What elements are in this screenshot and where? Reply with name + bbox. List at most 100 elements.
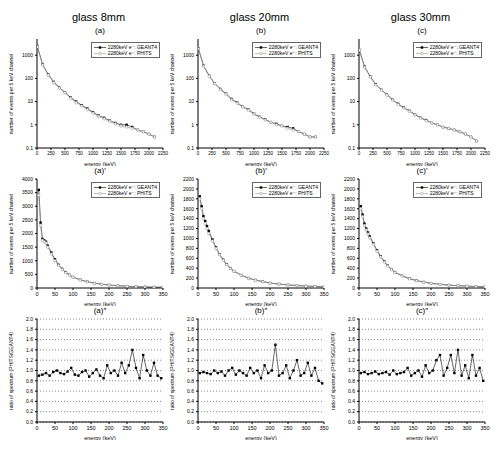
svg-text:1.6: 1.6	[348, 336, 355, 342]
svg-text:0.4: 0.4	[187, 398, 194, 404]
svg-text:200: 200	[265, 425, 274, 431]
svg-text:1: 1	[352, 122, 355, 128]
svg-text:50: 50	[374, 291, 380, 297]
svg-text:0.0: 0.0	[187, 419, 194, 425]
svg-text:300: 300	[140, 291, 149, 297]
svg-text:0.2: 0.2	[348, 408, 355, 414]
svg-text:500: 500	[222, 151, 230, 156]
svg-text:4000: 4000	[22, 176, 33, 182]
svg-text:1750: 1750	[130, 151, 141, 156]
svg-text:energy (keV): energy (keV)	[245, 301, 277, 306]
svg-text:energy (keV): energy (keV)	[84, 435, 116, 440]
svg-text:energy (keV): energy (keV)	[245, 161, 277, 166]
svg-text:1600: 1600	[344, 206, 355, 212]
svg-text:1800: 1800	[344, 196, 355, 202]
svg-text:200: 200	[426, 425, 435, 431]
svg-text:250: 250	[444, 425, 453, 431]
svg-text:2500: 2500	[22, 217, 33, 223]
svg-text:500: 500	[61, 151, 69, 156]
svg-text:1.8: 1.8	[26, 326, 33, 332]
svg-text:2200: 2200	[183, 176, 194, 182]
svg-text:800: 800	[347, 245, 356, 251]
svg-text:350: 350	[319, 425, 328, 431]
svg-text:0.1: 0.1	[348, 145, 355, 151]
svg-text:100: 100	[25, 75, 34, 81]
svg-text:1000: 1000	[249, 151, 260, 156]
svg-text:0: 0	[30, 285, 33, 291]
svg-text:1500: 1500	[438, 151, 449, 156]
svg-text:1000: 1000	[22, 258, 33, 264]
svg-text:2.0: 2.0	[348, 316, 355, 322]
svg-text:1.4: 1.4	[187, 347, 194, 353]
svg-text:300: 300	[462, 425, 471, 431]
svg-text:150: 150	[86, 291, 95, 297]
svg-text:100: 100	[186, 75, 195, 81]
svg-text:1250: 1250	[424, 151, 435, 156]
svg-text:0: 0	[35, 291, 38, 297]
svg-text:100: 100	[390, 425, 399, 431]
svg-text:750: 750	[236, 151, 244, 156]
svg-text:50: 50	[374, 425, 380, 431]
svg-text:350: 350	[158, 425, 167, 431]
svg-text:250: 250	[283, 425, 292, 431]
svg-text:250: 250	[122, 291, 131, 297]
svg-text:1750: 1750	[452, 151, 463, 156]
svg-text:0.8: 0.8	[348, 378, 355, 384]
svg-text:100: 100	[229, 291, 238, 297]
svg-text:0: 0	[357, 425, 360, 431]
svg-text:50: 50	[52, 425, 58, 431]
svg-text:250: 250	[47, 151, 55, 156]
svg-text:800: 800	[186, 245, 195, 251]
svg-text:150: 150	[247, 425, 256, 431]
svg-text:100: 100	[229, 425, 238, 431]
svg-text:50: 50	[213, 425, 219, 431]
svg-text:250: 250	[122, 425, 131, 431]
svg-text:400: 400	[347, 265, 356, 271]
svg-text:150: 150	[86, 425, 95, 431]
svg-text:500: 500	[25, 271, 34, 277]
svg-text:energy (keV): energy (keV)	[406, 301, 438, 306]
svg-text:0: 0	[358, 151, 361, 156]
svg-text:2000: 2000	[183, 186, 194, 192]
svg-text:750: 750	[397, 151, 405, 156]
svg-text:0.0: 0.0	[348, 419, 355, 425]
svg-text:300: 300	[301, 425, 310, 431]
svg-text:250: 250	[208, 151, 216, 156]
svg-text:energy (keV): energy (keV)	[245, 435, 277, 440]
svg-text:1.0: 1.0	[26, 367, 33, 373]
svg-text:150: 150	[408, 425, 417, 431]
svg-text:0: 0	[35, 425, 38, 431]
svg-text:10: 10	[188, 98, 194, 104]
svg-text:200: 200	[426, 291, 435, 297]
svg-text:350: 350	[319, 291, 328, 297]
svg-text:1.8: 1.8	[187, 326, 194, 332]
svg-text:2000: 2000	[144, 151, 155, 156]
svg-text:750: 750	[75, 151, 83, 156]
svg-text:1.0: 1.0	[187, 367, 194, 373]
svg-text:0.6: 0.6	[348, 388, 355, 394]
svg-text:1000: 1000	[183, 52, 194, 58]
svg-text:350: 350	[480, 425, 489, 431]
svg-text:1500: 1500	[116, 151, 127, 156]
svg-text:0: 0	[196, 425, 199, 431]
svg-text:1000: 1000	[344, 52, 355, 58]
svg-text:2000: 2000	[344, 186, 355, 192]
svg-text:0.6: 0.6	[187, 388, 194, 394]
svg-text:energy (keV): energy (keV)	[84, 301, 116, 306]
svg-text:2000: 2000	[22, 230, 33, 236]
svg-text:1.2: 1.2	[187, 357, 194, 363]
svg-text:200: 200	[347, 275, 356, 281]
svg-text:0.6: 0.6	[26, 388, 33, 394]
svg-text:150: 150	[247, 291, 256, 297]
svg-text:1.2: 1.2	[26, 357, 33, 363]
svg-text:1: 1	[191, 122, 194, 128]
svg-text:0.4: 0.4	[26, 398, 33, 404]
svg-text:2200: 2200	[344, 176, 355, 182]
svg-text:energy (keV): energy (keV)	[406, 435, 438, 440]
svg-text:1000: 1000	[22, 52, 33, 58]
svg-text:2250: 2250	[480, 151, 491, 156]
svg-text:250: 250	[444, 291, 453, 297]
svg-text:100: 100	[68, 291, 77, 297]
svg-text:0: 0	[352, 285, 355, 291]
svg-text:2.0: 2.0	[26, 316, 33, 322]
